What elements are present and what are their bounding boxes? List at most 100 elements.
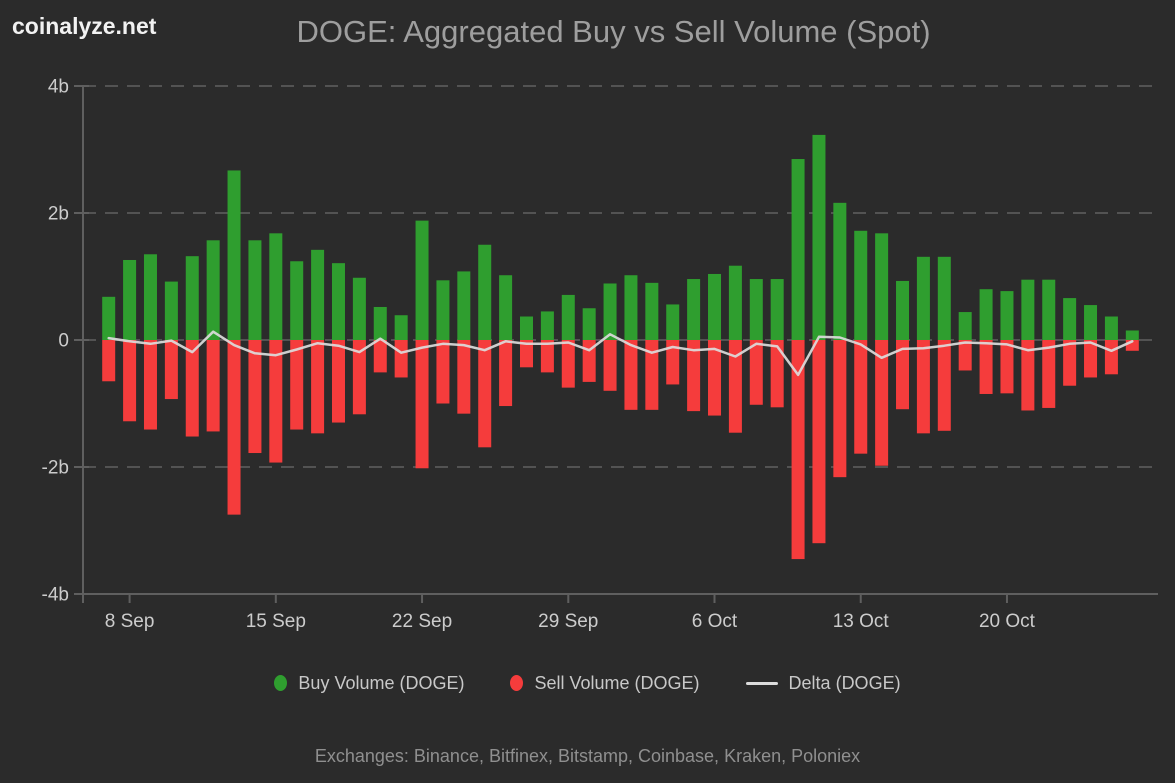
- y-axis-label: 2b: [48, 204, 69, 225]
- sell-bar: [102, 340, 116, 382]
- buy-bar: [582, 308, 596, 340]
- buy-bar: [979, 289, 993, 340]
- buy-bar: [520, 316, 533, 340]
- sell-bar: [499, 340, 513, 407]
- y-axis-label: -2b: [42, 458, 69, 479]
- buy-bar: [1084, 305, 1098, 340]
- buy-bar: [540, 311, 554, 340]
- buy-bar: [185, 256, 199, 340]
- sell-bar: [520, 340, 533, 368]
- buy-bar: [624, 275, 638, 340]
- buy-bar: [728, 265, 742, 340]
- chart-title: DOGE: Aggregated Buy vs Sell Volume (Spo…: [296, 14, 931, 49]
- legend-item-delta[interactable]: Delta (DOGE): [745, 672, 901, 694]
- y-axis-label: -4b: [42, 585, 69, 606]
- x-axis-label: 8 Sep: [105, 611, 155, 632]
- sell-bar: [1104, 340, 1118, 375]
- sell-bar: [728, 340, 742, 433]
- sell-bar: [833, 340, 847, 478]
- sell-bar: [812, 340, 826, 544]
- x-axis-label: 22 Sep: [392, 611, 452, 632]
- sell-bar: [331, 340, 345, 423]
- legend-label-delta: Delta (DOGE): [788, 672, 901, 693]
- buy-bar: [666, 304, 680, 340]
- buy-bar: [1021, 279, 1035, 340]
- buy-bar: [937, 256, 951, 340]
- sell-bar: [645, 340, 659, 410]
- sell-bar: [415, 340, 429, 469]
- buy-bar: [1063, 298, 1077, 340]
- sell-bar: [248, 340, 262, 454]
- legend-label-buy: Buy Volume (DOGE): [298, 672, 465, 693]
- legend-item-sell[interactable]: Sell Volume (DOGE): [510, 673, 700, 694]
- sell-bar: [227, 340, 241, 515]
- sell-bar: [164, 340, 178, 400]
- sell-bar: [708, 340, 722, 416]
- y-axis-label: 4b: [48, 77, 69, 98]
- buy-bar: [749, 279, 763, 340]
- buy-bar: [1104, 316, 1118, 340]
- sell-bar: [373, 340, 387, 373]
- x-axis-label: 13 Oct: [833, 611, 890, 632]
- sell-bar: [1021, 340, 1035, 411]
- x-axis-label: 15 Sep: [246, 611, 306, 632]
- sell-bar: [1042, 340, 1056, 408]
- buy-bar: [436, 280, 450, 340]
- buy-bar: [206, 240, 220, 340]
- sell-bar: [1125, 340, 1139, 351]
- buy-bar: [331, 263, 345, 340]
- sell-volume-swatch-icon: [510, 675, 524, 691]
- buy-bar: [352, 277, 366, 340]
- delta-line: [107, 330, 1134, 377]
- x-axis-label: 20 Oct: [979, 611, 1036, 632]
- x-axis-label: 6 Oct: [692, 611, 738, 632]
- buy-bar: [958, 312, 972, 340]
- sell-bar: [937, 340, 951, 431]
- buy-bar: [833, 202, 847, 340]
- sell-bar: [749, 340, 763, 405]
- buy-bar: [645, 282, 659, 340]
- sell-bar: [666, 340, 680, 385]
- legend-item-buy[interactable]: Buy Volume (DOGE): [274, 673, 464, 694]
- sell-bar: [916, 340, 930, 434]
- sell-bar: [311, 340, 325, 434]
- sell-bar: [603, 340, 617, 391]
- y-axis-label: 0: [58, 331, 69, 352]
- sell-bar: [896, 340, 910, 410]
- buy-bar: [457, 271, 471, 340]
- sell-bar: [791, 340, 805, 560]
- buy-bar: [687, 279, 701, 340]
- sell-bar: [269, 340, 283, 463]
- buy-bar: [248, 240, 262, 340]
- sell-bar: [1063, 340, 1077, 386]
- chart-legend: Buy Volume (DOGE) Sell Volume (DOGE) Del…: [0, 668, 1175, 698]
- buy-bar: [164, 281, 178, 340]
- buy-bar: [812, 134, 826, 340]
- buy-bar: [373, 306, 387, 340]
- buy-bar: [875, 233, 889, 340]
- sell-bar: [394, 340, 408, 378]
- sell-bar: [958, 340, 972, 371]
- buy-bar: [854, 230, 868, 340]
- sell-bar: [1000, 340, 1014, 394]
- sell-bar: [582, 340, 596, 382]
- buy-volume-swatch-icon: [274, 675, 288, 691]
- sell-bar: [561, 340, 575, 388]
- sell-bar: [875, 340, 889, 466]
- buy-bar: [1125, 330, 1139, 340]
- buy-bar: [478, 244, 492, 340]
- coinalyze-logo[interactable]: coinalyze.net: [12, 13, 157, 39]
- buy-bar: [896, 280, 910, 340]
- buy-bar: [603, 283, 617, 340]
- sell-bar: [770, 340, 784, 408]
- buy-bar: [1042, 279, 1056, 340]
- buy-bar: [561, 294, 575, 340]
- sell-bar: [540, 340, 554, 373]
- sell-bar: [1084, 340, 1098, 378]
- sell-bar: [979, 340, 993, 394]
- sell-bar: [123, 340, 137, 422]
- buy-bar: [708, 273, 722, 340]
- buy-bar: [916, 256, 930, 340]
- buy-bar: [123, 259, 137, 340]
